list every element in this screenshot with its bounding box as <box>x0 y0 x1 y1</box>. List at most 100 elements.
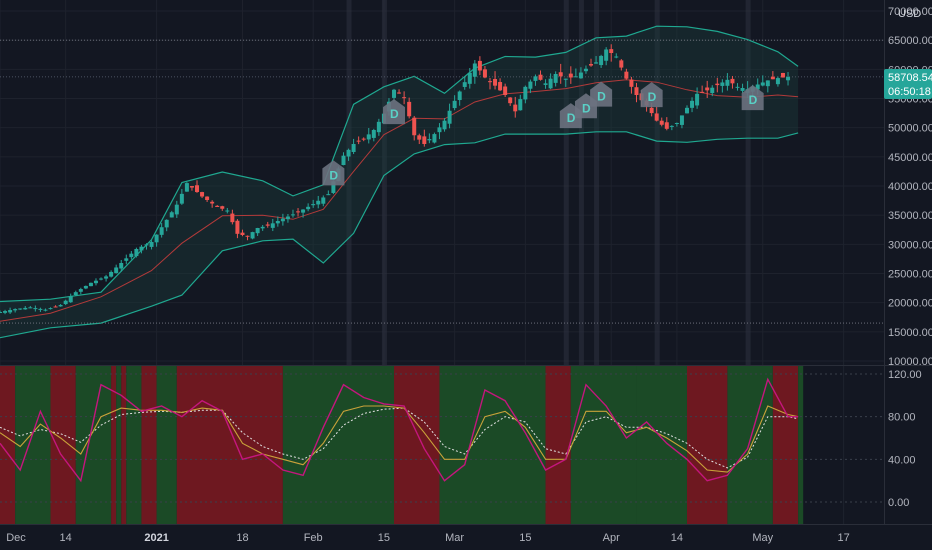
candle-body[interactable] <box>765 80 770 87</box>
candle-body[interactable] <box>700 91 705 93</box>
candle-body[interactable] <box>129 253 134 258</box>
candle-body[interactable] <box>619 60 624 68</box>
candle-body[interactable] <box>361 138 366 140</box>
candle-body[interactable] <box>477 60 482 71</box>
candle-body[interactable] <box>301 209 306 213</box>
divergence-marker[interactable]: D <box>640 82 663 108</box>
candle-body[interactable] <box>341 155 346 166</box>
candle-body[interactable] <box>730 78 735 84</box>
candle-body[interactable] <box>93 280 98 284</box>
candle-body[interactable] <box>412 117 417 136</box>
candle-body[interactable] <box>3 311 8 313</box>
candle-body[interactable] <box>169 212 174 218</box>
candle-body[interactable] <box>568 73 573 78</box>
candle-body[interactable] <box>371 130 376 138</box>
divergence-marker[interactable]: D <box>590 81 613 107</box>
candle-body[interactable] <box>134 249 139 257</box>
candle-body[interactable] <box>0 312 2 313</box>
candle-body[interactable] <box>225 210 230 212</box>
candle-body[interactable] <box>447 110 452 124</box>
candle-body[interactable] <box>498 82 503 91</box>
candle-body[interactable] <box>68 296 73 303</box>
candle-body[interactable] <box>487 81 492 83</box>
candle-body[interactable] <box>109 271 114 277</box>
candle-body[interactable] <box>533 76 538 81</box>
candle-body[interactable] <box>316 200 321 205</box>
candle-body[interactable] <box>715 83 720 86</box>
candle-body[interactable] <box>275 221 280 224</box>
candle-body[interactable] <box>407 101 412 117</box>
candle-body[interactable] <box>33 308 38 310</box>
candle-body[interactable] <box>215 205 220 207</box>
candle-body[interactable] <box>735 86 740 88</box>
candle-body[interactable] <box>513 104 518 112</box>
candle-body[interactable] <box>285 216 290 220</box>
candle-body[interactable] <box>296 211 301 213</box>
candle-body[interactable] <box>684 107 689 114</box>
candle-body[interactable] <box>240 232 245 235</box>
candle-body[interactable] <box>518 99 523 111</box>
candle-body[interactable] <box>139 246 144 251</box>
candle-body[interactable] <box>654 113 659 121</box>
candle-body[interactable] <box>184 183 189 192</box>
candle-body[interactable] <box>695 93 700 106</box>
candle-body[interactable] <box>690 100 695 108</box>
candle-body[interactable] <box>467 72 472 84</box>
candle-body[interactable] <box>599 55 604 66</box>
candle-body[interactable] <box>538 74 543 80</box>
candle-body[interactable] <box>629 79 634 87</box>
divergence-marker[interactable]: D <box>741 85 764 111</box>
candle-body[interactable] <box>493 79 498 86</box>
candle-body[interactable] <box>260 226 265 229</box>
candle-body[interactable] <box>634 87 639 95</box>
candle-body[interactable] <box>255 228 260 234</box>
candle-body[interactable] <box>624 71 629 79</box>
candle-body[interactable] <box>73 292 78 296</box>
candle-body[interactable] <box>740 88 745 91</box>
candle-body[interactable] <box>462 82 467 87</box>
candle-body[interactable] <box>114 267 119 274</box>
candle-body[interactable] <box>210 201 215 204</box>
currency-label[interactable]: USD <box>898 8 921 20</box>
candle-body[interactable] <box>23 307 28 310</box>
candle-body[interactable] <box>205 196 210 200</box>
candle-body[interactable] <box>760 82 765 86</box>
candle-body[interactable] <box>53 306 58 308</box>
candle-body[interactable] <box>583 68 588 72</box>
candle-body[interactable] <box>710 87 715 94</box>
candle-body[interactable] <box>609 49 614 53</box>
candle-body[interactable] <box>503 86 508 95</box>
candle-body[interactable] <box>154 234 159 243</box>
candle-body[interactable] <box>780 72 785 78</box>
candle-body[interactable] <box>563 78 568 80</box>
candle-body[interactable] <box>321 197 326 204</box>
candle-body[interactable] <box>376 121 381 133</box>
candle-body[interactable] <box>649 107 654 114</box>
candle-body[interactable] <box>664 122 669 129</box>
candle-body[interactable] <box>159 227 164 235</box>
candle-body[interactable] <box>331 181 336 193</box>
candle-body[interactable] <box>195 185 200 193</box>
candle-body[interactable] <box>230 213 235 223</box>
candle-body[interactable] <box>614 56 619 58</box>
candle-body[interactable] <box>770 76 775 80</box>
candle-body[interactable] <box>679 115 684 125</box>
candle-body[interactable] <box>422 136 427 144</box>
candle-body[interactable] <box>573 76 578 78</box>
candle-body[interactable] <box>604 49 609 61</box>
candle-body[interactable] <box>164 219 169 228</box>
candle-body[interactable] <box>270 223 275 228</box>
candle-body[interactable] <box>250 232 255 239</box>
candle-body[interactable] <box>528 81 533 89</box>
candle-body[interactable] <box>442 120 447 130</box>
candle-body[interactable] <box>63 300 68 305</box>
candle-body[interactable] <box>402 97 407 99</box>
candle-body[interactable] <box>265 224 270 226</box>
candle-body[interactable] <box>452 100 457 109</box>
oscillator-pane[interactable] <box>0 366 884 524</box>
candle-body[interactable] <box>397 92 402 94</box>
candle-body[interactable] <box>472 63 477 77</box>
candle-body[interactable] <box>578 72 583 79</box>
candle-body[interactable] <box>88 282 93 287</box>
